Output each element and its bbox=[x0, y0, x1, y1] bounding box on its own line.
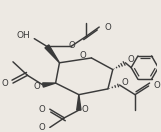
Text: O: O bbox=[122, 78, 128, 87]
Polygon shape bbox=[43, 83, 56, 87]
Text: OH: OH bbox=[17, 31, 30, 40]
Text: O: O bbox=[104, 23, 111, 32]
Text: O: O bbox=[82, 105, 89, 114]
Text: O: O bbox=[38, 123, 45, 132]
Text: O: O bbox=[1, 79, 8, 88]
Polygon shape bbox=[77, 95, 81, 110]
Polygon shape bbox=[45, 45, 59, 63]
Text: O: O bbox=[127, 55, 134, 64]
Text: O: O bbox=[38, 105, 45, 114]
Text: O: O bbox=[33, 82, 40, 91]
Text: O: O bbox=[153, 81, 160, 90]
Text: O: O bbox=[69, 41, 76, 50]
Text: O: O bbox=[80, 51, 87, 60]
